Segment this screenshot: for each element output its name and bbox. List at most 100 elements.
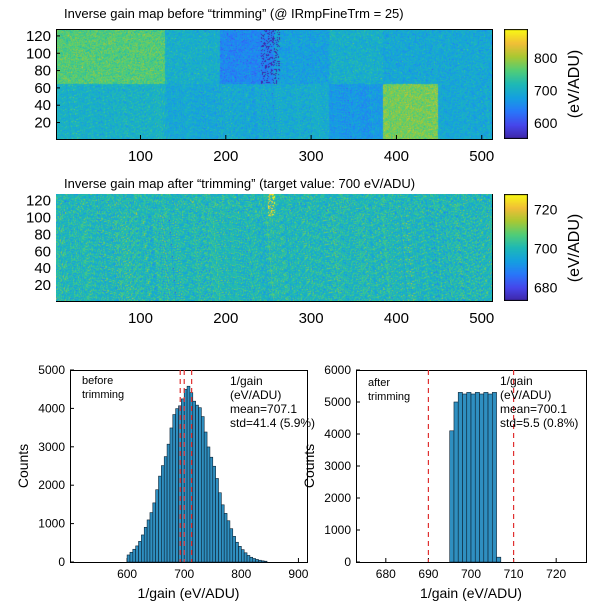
hist1-bar bbox=[129, 551, 134, 563]
hist2-bar bbox=[496, 556, 502, 563]
hist2-inset-line2: trimming bbox=[368, 391, 411, 403]
hist2-bar bbox=[491, 392, 497, 563]
hist2-bar bbox=[449, 430, 455, 563]
hist2-xtick-label: 680 bbox=[376, 567, 396, 581]
hist1-ytick-label: 1000 bbox=[38, 517, 65, 531]
hist1-bar bbox=[161, 465, 165, 563]
map1-colorbar bbox=[504, 29, 528, 139]
hist2-inset-line1: after bbox=[368, 377, 391, 389]
hist1-bar bbox=[203, 431, 208, 563]
map2-cb-tick-label: 720 bbox=[534, 202, 558, 218]
hist1-bar bbox=[255, 559, 259, 563]
hist1-ytick-label: 4000 bbox=[38, 401, 65, 415]
map2-title: Inverse gain map after “trimming” (targe… bbox=[64, 176, 416, 191]
hist1-bar bbox=[232, 536, 236, 563]
map1-ytick-label: 80 bbox=[34, 63, 51, 80]
hist2-ytick-label: 4000 bbox=[324, 427, 351, 441]
hist1-bar bbox=[175, 408, 179, 563]
hist1-xtick-label: 900 bbox=[288, 567, 308, 581]
hist2-xlabel: 1/gain (eV/ADU) bbox=[420, 585, 522, 601]
hist1-bar bbox=[215, 478, 219, 563]
hist1-xtick-label: 700 bbox=[174, 567, 194, 581]
hist2-ytick-label: 2000 bbox=[324, 491, 351, 505]
hist2-bar bbox=[462, 393, 468, 563]
map1-cb-tick-label: 600 bbox=[534, 115, 558, 131]
hist1-bar bbox=[249, 556, 254, 563]
hist1-bar bbox=[235, 541, 239, 563]
hist1-bar bbox=[163, 456, 168, 563]
hist1-bar bbox=[238, 546, 242, 563]
hist1-bar bbox=[138, 541, 142, 563]
hist1-stat: std=41.4 (5.9%) bbox=[230, 416, 316, 430]
hist2-stat: (eV/ADU) bbox=[500, 388, 552, 402]
hist1-xlabel: 1/gain (eV/ADU) bbox=[138, 585, 240, 601]
hist1-bar bbox=[243, 552, 248, 563]
hist1-bar bbox=[155, 489, 159, 563]
hist1-stats: 1/gain (eV/ADU) mean=707.1 std=41.4 (5.9… bbox=[230, 374, 315, 430]
hist1-bar bbox=[201, 416, 205, 563]
hist1-ytick-label: 0 bbox=[58, 555, 65, 569]
hist1-ytick-label: 5000 bbox=[38, 363, 65, 377]
map1-colorbar-label: (eV/ADU) bbox=[566, 49, 583, 119]
hist2-bar bbox=[470, 393, 476, 563]
hist1-inset-line1: before bbox=[82, 375, 114, 387]
map2-cb-tick-label: 680 bbox=[534, 279, 558, 295]
hist1-bar bbox=[252, 558, 256, 563]
hist1-bar bbox=[221, 504, 225, 563]
hist1-ylabel: Counts bbox=[15, 444, 31, 488]
map2-ytick-label: 80 bbox=[34, 226, 51, 243]
hist1-bar bbox=[258, 559, 262, 563]
map2-colorbar-label: (eV/ADU) bbox=[566, 213, 583, 283]
map1-xtick-label: 300 bbox=[299, 148, 324, 165]
map2-cb-tick-label: 700 bbox=[534, 240, 558, 256]
map2-heatmap bbox=[56, 194, 492, 301]
hist1-stat: 1/gain bbox=[230, 374, 263, 388]
map2-xtick-label: 400 bbox=[384, 310, 409, 327]
map1-xtick-label: 200 bbox=[213, 148, 238, 165]
map2-xtick-label: 100 bbox=[128, 310, 153, 327]
hist1-bar bbox=[143, 526, 148, 563]
hist1-bar bbox=[166, 443, 171, 563]
hist2-xtick-label: 690 bbox=[418, 567, 438, 581]
hist1-stat: (eV/ADU) bbox=[230, 388, 282, 402]
map1-cb-tick-label: 800 bbox=[534, 50, 558, 66]
hist1-bar bbox=[126, 554, 131, 563]
hist1-bar bbox=[246, 555, 251, 563]
hist2-stats: 1/gain (eV/ADU) mean=700.1 std=5.5 (0.8%… bbox=[500, 374, 578, 430]
hist2-ytick-label: 5000 bbox=[324, 395, 351, 409]
hist2-xtick-label: 700 bbox=[461, 567, 481, 581]
hist2-xtick-label: 720 bbox=[546, 567, 566, 581]
hist1-bar bbox=[198, 407, 202, 563]
map1-ytick-label: 120 bbox=[26, 28, 51, 45]
hist2-ytick-label: 6000 bbox=[324, 363, 351, 377]
hist2-stat: std=5.5 (0.8%) bbox=[500, 416, 579, 430]
hist1-bar bbox=[261, 560, 265, 563]
map1-ytick-label: 60 bbox=[34, 80, 51, 97]
map2-ytick-label: 120 bbox=[26, 193, 51, 210]
hist1-ytick-label: 2000 bbox=[38, 478, 65, 492]
hist1-bar bbox=[209, 456, 214, 563]
map2-ytick-label: 60 bbox=[34, 243, 51, 260]
hist2-ytick-label: 0 bbox=[344, 555, 351, 569]
hist1-inset-label: before trimming bbox=[82, 374, 124, 402]
hist1-bar bbox=[152, 502, 156, 563]
hist2-bar bbox=[466, 392, 472, 563]
hist1-bar bbox=[212, 465, 216, 563]
hist2-stat: mean=700.1 bbox=[500, 402, 568, 416]
hist2-xtick-label: 710 bbox=[504, 567, 524, 581]
hist1-bar bbox=[229, 528, 234, 563]
hist1-bar bbox=[206, 446, 211, 563]
map2-ytick-label: 20 bbox=[34, 277, 51, 294]
hist1-bar bbox=[132, 548, 136, 563]
hist2-bar bbox=[479, 393, 485, 563]
hist2-stat: 1/gain bbox=[500, 374, 533, 388]
map1-xtick-label: 500 bbox=[469, 148, 494, 165]
map1-ytick-label: 100 bbox=[26, 45, 51, 62]
map1-heatmap bbox=[56, 29, 492, 139]
map1-xtick-label: 100 bbox=[128, 148, 153, 165]
map2-ytick-label: 100 bbox=[26, 210, 51, 227]
map1-xtick-label: 400 bbox=[384, 148, 409, 165]
hist2-ytick-label: 1000 bbox=[324, 523, 351, 537]
hist2-inset-label: after trimming bbox=[368, 376, 410, 404]
map2-xtick-label: 300 bbox=[299, 310, 324, 327]
